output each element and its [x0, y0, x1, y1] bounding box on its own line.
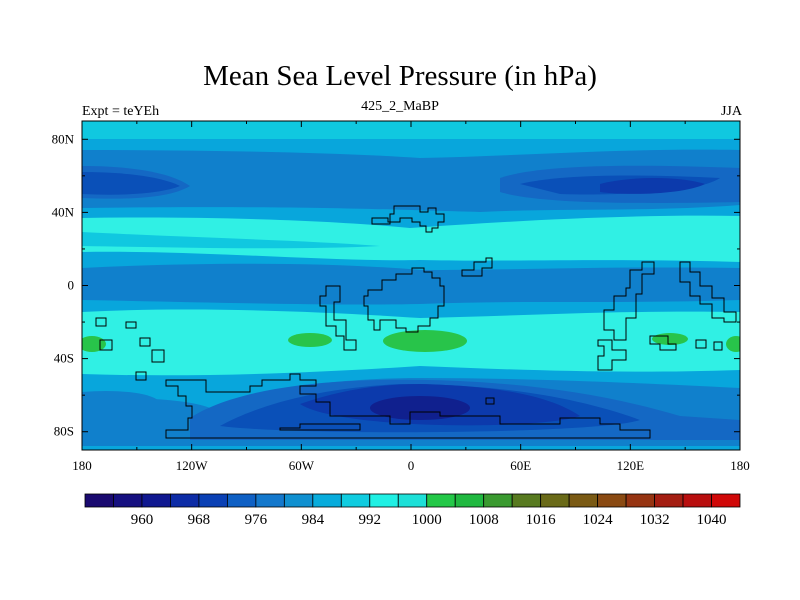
lon-tick-label: 60W [289, 458, 315, 473]
band-north-sub-996 [82, 215, 740, 262]
band-north-low-972 [600, 178, 705, 194]
lat-tick-label: 0 [68, 278, 75, 293]
colorbar-swatch [454, 493, 485, 508]
colorbar-swatch [170, 493, 200, 508]
band-north-sub-992 [82, 232, 380, 249]
band-high-east-edge [726, 336, 740, 352]
colorbar-label: 1024 [583, 512, 614, 528]
axis-labels: 180 120W 60W 0 60E 120E 180 80N 40N 0 40S 80S [52, 131, 750, 473]
colorbar: 960 968 976 984 992 1000 1008 1016 1024 1032 1040 [84, 493, 741, 528]
colorbar-label: 976 [245, 512, 268, 528]
colorbar-swatch [682, 493, 712, 508]
colorbar-label: 1000 [412, 512, 442, 528]
coast-india-asia [603, 261, 655, 341]
lon-tick-label: 60E [510, 458, 531, 473]
colorbar-label: 968 [188, 512, 211, 528]
lon-tick-label: 120W [176, 458, 209, 473]
coast-antarctica-inner [279, 397, 495, 431]
colorbar-swatch [369, 493, 399, 508]
lon-tick-label: 120E [617, 458, 645, 473]
colorbar-swatch [198, 493, 228, 508]
coast-australia [597, 339, 627, 371]
band-equator-984 [82, 263, 740, 305]
coast-maritime [679, 261, 737, 323]
lon-tick-label: 180 [72, 458, 92, 473]
colorbar-swatch [340, 493, 371, 508]
colorbar-label: 1008 [469, 512, 499, 528]
colorbar-swatch [540, 493, 570, 508]
map-title: Mean Sea Level Pressure (in hPa) [203, 60, 597, 92]
colorbar-swatch [226, 493, 257, 508]
colorbar-swatch [113, 493, 143, 508]
axis-ticks [81, 121, 741, 450]
coast-arabia [461, 257, 493, 277]
lat-tick-label: 40S [54, 351, 74, 366]
colorbar-label: 1032 [640, 512, 670, 528]
band-high-indian [652, 333, 688, 345]
colorbar-swatch [711, 493, 741, 508]
band-north-low-976 [82, 172, 180, 195]
colorbar-swatch [625, 493, 655, 508]
coast-europe [371, 205, 445, 233]
colorbar-swatch [568, 493, 599, 508]
band-south-984-tongue [82, 390, 162, 414]
pressure-field [82, 121, 740, 450]
colorbar-label: 1016 [526, 512, 557, 528]
coast-americas [319, 285, 357, 351]
lat-tick-label: 80S [54, 424, 74, 439]
colorbar-label: 992 [359, 512, 382, 528]
colorbar-swatch [283, 493, 314, 508]
coast-pacific-islands [95, 317, 165, 381]
colorbar-label: 1040 [697, 512, 727, 528]
band-high-south-atlantic [383, 330, 467, 352]
colorbar-swatch [84, 493, 114, 508]
colorbar-swatch [312, 493, 342, 508]
coast-islands-east [695, 339, 723, 351]
colorbar-swatch [654, 493, 684, 508]
coastlines [95, 205, 737, 439]
lat-tick-label: 80N [52, 131, 75, 146]
colorbar-swatch [426, 493, 456, 508]
colorbar-swatch [597, 493, 627, 508]
colorbar-swatch [511, 493, 542, 508]
colorbar-swatch [397, 493, 428, 508]
season-label: JJA [720, 104, 742, 119]
band-arctic-992 [82, 121, 740, 139]
coast-newzealand [649, 335, 677, 351]
band-high-east-pacific [288, 333, 332, 347]
lon-tick-label: 180 [730, 458, 750, 473]
colorbar-swatch [483, 493, 513, 508]
colorbar-swatch [255, 493, 285, 508]
lat-tick-label: 40N [52, 204, 75, 219]
lon-tick-label: 0 [408, 458, 415, 473]
colorbar-swatch [141, 493, 171, 508]
run-label: 425_2_MaBP [361, 99, 439, 114]
colorbar-label: 960 [131, 512, 154, 528]
colorbar-label: 984 [302, 512, 325, 528]
coast-antarctica [165, 373, 651, 439]
band-antarctic-968 [370, 396, 470, 420]
experiment-label: Expt = teYEh [82, 104, 160, 119]
coast-africa [363, 267, 445, 333]
